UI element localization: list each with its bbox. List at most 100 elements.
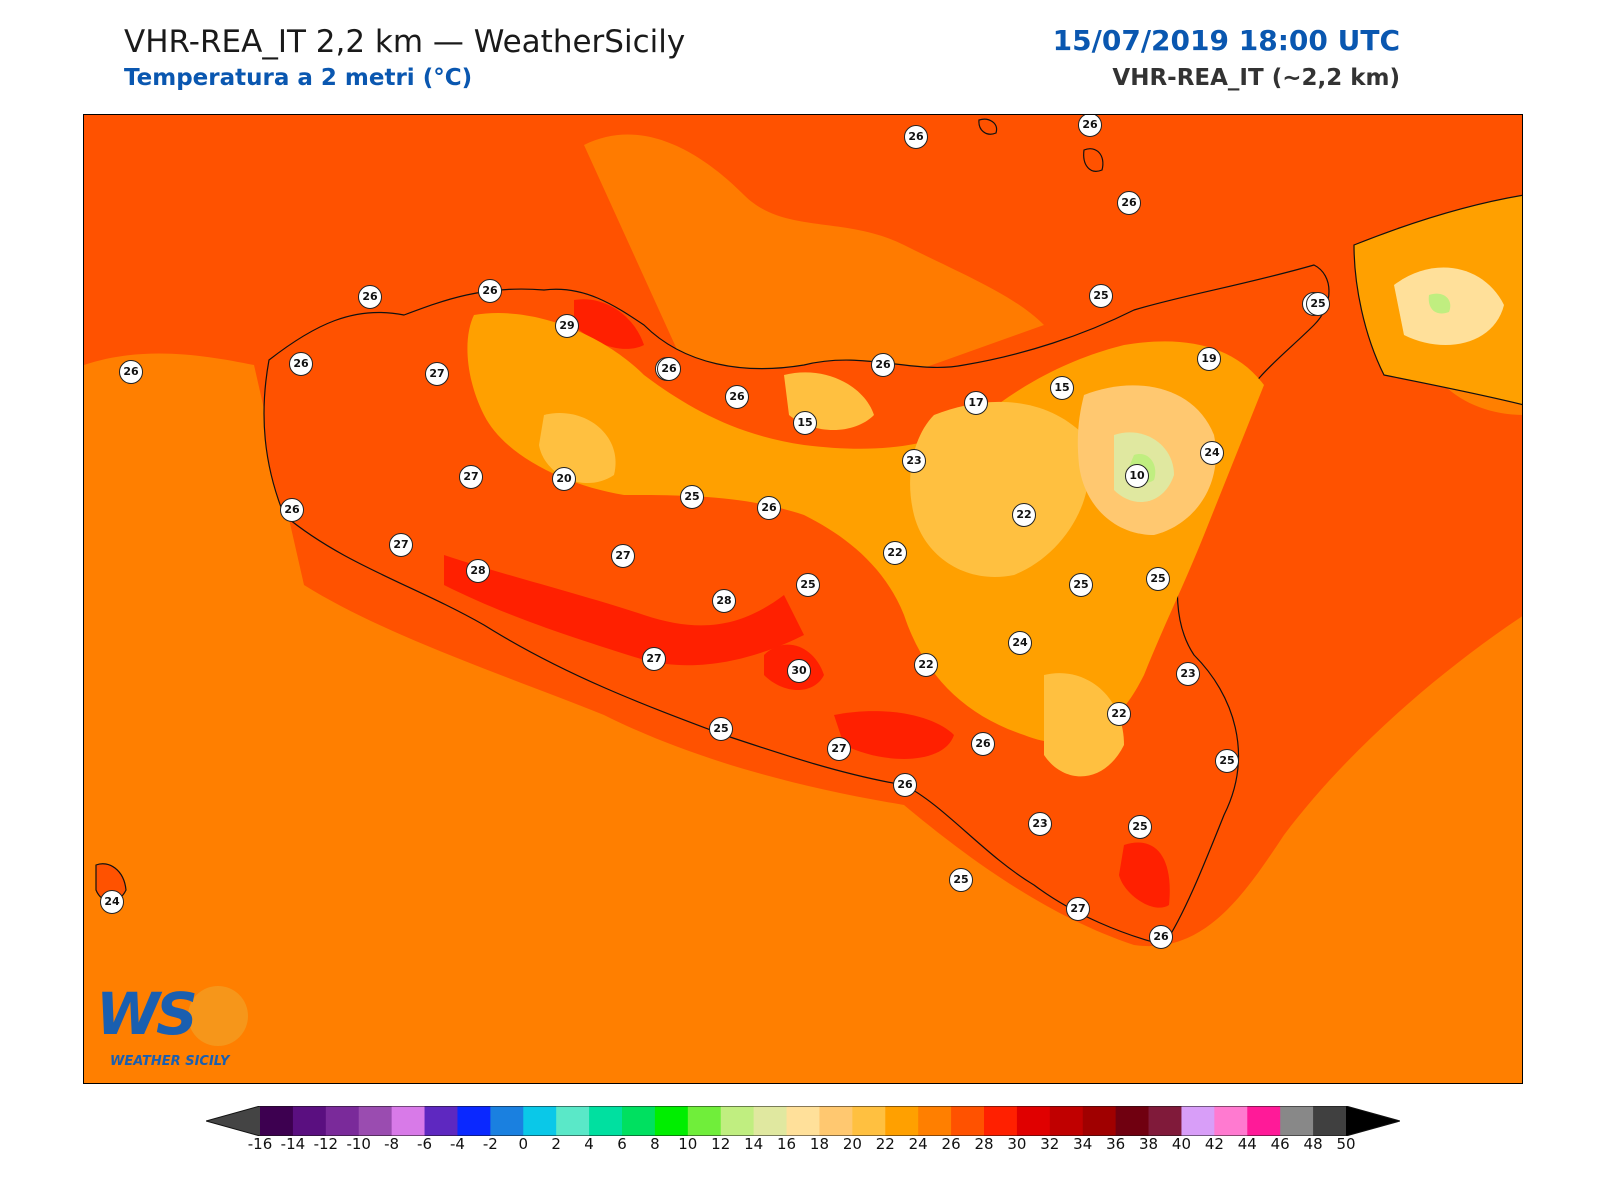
station-marker[interactable]: 23: [1176, 662, 1200, 686]
colorbar-tick-label: 6: [617, 1135, 627, 1153]
colorbar-segment: [984, 1106, 1018, 1136]
colorbar-tick-label: 46: [1270, 1135, 1290, 1153]
colorbar-tick-label: 22: [875, 1135, 895, 1153]
station-marker[interactable]: 22: [1012, 503, 1036, 527]
station-marker[interactable]: 28: [466, 559, 490, 583]
colorbar-tick-label: 36: [1106, 1135, 1126, 1153]
colorbar-tick-label: 20: [842, 1135, 862, 1153]
station-marker[interactable]: 27: [611, 544, 635, 568]
station-marker[interactable]: 25: [1306, 292, 1330, 316]
station-marker[interactable]: 23: [902, 449, 926, 473]
station-marker[interactable]: 25: [796, 573, 820, 597]
station-marker[interactable]: 22: [1107, 702, 1131, 726]
station-marker[interactable]: 19: [1197, 347, 1221, 371]
model-name: VHR-REA_IT (~2,2 km): [1112, 65, 1400, 91]
colorbar-segment: [1148, 1106, 1182, 1136]
station-marker[interactable]: 24: [1008, 631, 1032, 655]
colorbar-segment: [556, 1106, 590, 1136]
station-marker[interactable]: 27: [459, 465, 483, 489]
logo-sun-icon: [188, 986, 248, 1046]
station-marker[interactable]: 22: [914, 653, 938, 677]
station-marker[interactable]: 26: [871, 353, 895, 377]
colorbar-segment: [885, 1106, 919, 1136]
station-marker[interactable]: 27: [642, 647, 666, 671]
station-marker[interactable]: 26: [725, 385, 749, 409]
colorbar-tick-label: -10: [346, 1135, 371, 1153]
temperature-colorbar: [206, 1106, 1400, 1136]
colorbar-over-arrow: [1346, 1106, 1400, 1136]
colorbar-tick-label: 34: [1073, 1135, 1093, 1153]
station-marker[interactable]: 26: [358, 285, 382, 309]
station-marker[interactable]: 27: [425, 362, 449, 386]
station-marker[interactable]: 26: [1078, 115, 1102, 137]
station-marker[interactable]: 28: [712, 589, 736, 613]
colorbar-segment: [523, 1106, 557, 1136]
calabria-coolest: [1428, 293, 1451, 314]
colorbar-tick-label: 44: [1237, 1135, 1257, 1153]
weathersicily-logo: WS WEATHER SICILY: [96, 980, 256, 1080]
station-marker[interactable]: 27: [827, 737, 851, 761]
station-marker[interactable]: 25: [949, 868, 973, 892]
station-marker[interactable]: 25: [680, 485, 704, 509]
station-marker[interactable]: 17: [964, 391, 988, 415]
station-marker[interactable]: 27: [1066, 897, 1090, 921]
colorbar-segment: [358, 1106, 393, 1136]
station-marker[interactable]: 30: [787, 659, 811, 683]
map-title: VHR-REA_IT 2,2 km — WeatherSicily: [124, 24, 686, 60]
colorbar-segment: [490, 1106, 524, 1136]
station-marker[interactable]: 29: [555, 314, 579, 338]
colorbar-tick-label: 0: [518, 1135, 529, 1153]
station-marker[interactable]: 25: [1215, 749, 1239, 773]
colorbar-tick-label: -8: [384, 1135, 400, 1153]
station-marker[interactable]: 26: [1149, 925, 1173, 949]
station-marker[interactable]: 25: [1146, 567, 1170, 591]
station-marker[interactable]: 25: [1069, 573, 1093, 597]
colorbar-tick-label: 8: [650, 1135, 660, 1153]
colorbar-segment: [292, 1106, 327, 1136]
station-marker[interactable]: 24: [1200, 441, 1224, 465]
colorbar-segment: [1049, 1106, 1084, 1136]
temperature-map[interactable]: 26 26 26 26 26 25 25 26 26 27 26 29 26 26 15 26 17 15 19 25…: [83, 114, 1523, 1084]
station-marker[interactable]: 25: [709, 717, 733, 741]
station-marker[interactable]: 26: [289, 352, 313, 376]
station-marker[interactable]: 10: [1125, 464, 1149, 488]
colorbar-tick-label: -6: [417, 1135, 433, 1153]
colorbar-tick-label: 48: [1303, 1135, 1323, 1153]
colorbar-segment: [1214, 1106, 1248, 1136]
colorbar-tick-label: 18: [809, 1135, 829, 1153]
station-marker[interactable]: 23: [1028, 812, 1052, 836]
colorbar-tick-label: -2: [482, 1135, 498, 1153]
station-marker[interactable]: 22: [883, 541, 907, 565]
station-marker[interactable]: 25: [1128, 815, 1152, 839]
hot-zone-west: [444, 555, 804, 666]
sea-area: [84, 353, 1522, 1083]
station-marker[interactable]: 26: [971, 732, 995, 756]
island-north-b: [1083, 148, 1104, 172]
station-marker[interactable]: 26: [119, 360, 143, 384]
station-marker[interactable]: 26: [280, 498, 304, 522]
station-marker[interactable]: 15: [793, 411, 817, 435]
station-marker[interactable]: 15: [1050, 376, 1074, 400]
station-marker[interactable]: 26: [757, 496, 781, 520]
colorbar-tick-label: -4: [449, 1135, 465, 1153]
station-marker[interactable]: 26: [657, 357, 681, 381]
station-marker[interactable]: 25: [1089, 284, 1113, 308]
station-marker[interactable]: 26: [1117, 191, 1141, 215]
colorbar-segment: [1016, 1106, 1051, 1136]
station-marker[interactable]: 26: [904, 125, 928, 149]
colorbar-segment: [852, 1106, 886, 1136]
colorbar-segment: [457, 1106, 491, 1136]
station-marker[interactable]: 26: [478, 279, 502, 303]
station-marker[interactable]: 20: [552, 467, 576, 491]
colorbar-segment: [1082, 1106, 1117, 1136]
station-marker[interactable]: 27: [389, 533, 413, 557]
colorbar-tick-label: 50: [1336, 1135, 1356, 1153]
hot-zone-se: [1119, 842, 1170, 908]
island-north-a: [978, 118, 998, 135]
colorbar-tick-label: 42: [1204, 1135, 1224, 1153]
colorbar-tick-label: 32: [1040, 1135, 1060, 1153]
station-marker[interactable]: 26: [893, 773, 917, 797]
station-marker[interactable]: 24: [100, 890, 124, 914]
colorbar-segment: [687, 1106, 722, 1136]
colorbar-tick-label: -14: [280, 1135, 306, 1153]
